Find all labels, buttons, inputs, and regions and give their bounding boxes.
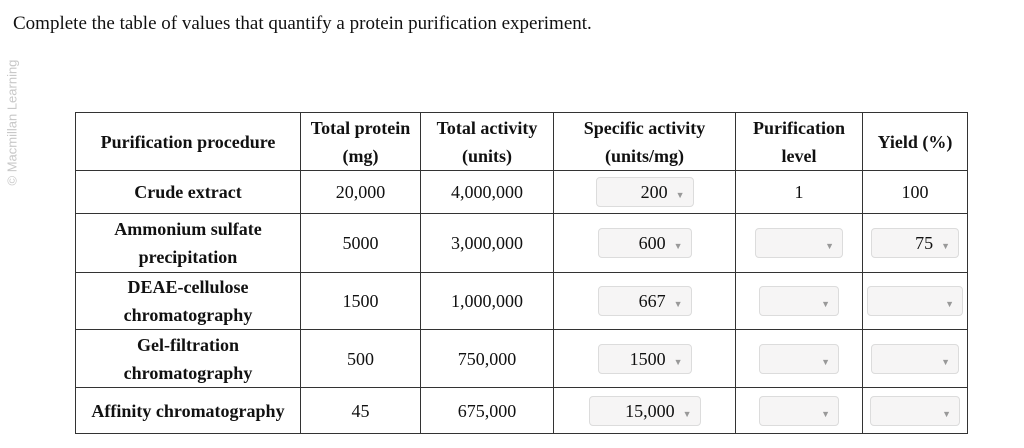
caret-down-icon: ▼ bbox=[941, 241, 950, 252]
table-row: Affinity chromatography 45 675,000 15,00… bbox=[75, 387, 968, 434]
header-row: Purification procedure Total protein (mg… bbox=[75, 112, 968, 171]
caret-down-icon: ▼ bbox=[941, 356, 950, 367]
header-total-protein: Total protein (mg) bbox=[300, 112, 421, 171]
yield-dropdown[interactable]: ▼ bbox=[870, 395, 960, 426]
header-total-activity: Total activity (units) bbox=[420, 112, 554, 171]
protein-cell: 45 bbox=[300, 387, 421, 434]
activity-cell: 675,000 bbox=[420, 387, 554, 434]
header-purification-level: Purification level bbox=[735, 112, 863, 171]
purification-level-dropdown[interactable]: ▼ bbox=[759, 343, 839, 374]
level-cell: 1 bbox=[735, 170, 863, 214]
question-prompt: Complete the table of values that quanti… bbox=[13, 13, 592, 34]
header-yield: Yield (%) bbox=[862, 112, 968, 171]
procedure-cell: Crude extract bbox=[75, 170, 301, 214]
specific-activity-dropdown[interactable]: 600 ▼ bbox=[597, 228, 692, 259]
procedure-cell: DEAE-cellulose chromatography bbox=[75, 272, 301, 330]
caret-down-icon: ▼ bbox=[673, 241, 683, 252]
purification-level-dropdown[interactable]: ▼ bbox=[759, 395, 839, 426]
protein-cell: 20,000 bbox=[300, 170, 421, 214]
caret-down-icon: ▼ bbox=[673, 356, 683, 367]
procedure-cell: Gel-filtration chromatography bbox=[75, 329, 301, 388]
yield-dropdown[interactable]: 75 ▼ bbox=[871, 228, 959, 259]
activity-cell: 4,000,000 bbox=[420, 170, 554, 214]
caret-down-icon: ▼ bbox=[945, 299, 954, 310]
table-row: DEAE-cellulose chromatography 1500 1,000… bbox=[75, 272, 968, 330]
caret-down-icon: ▼ bbox=[821, 299, 830, 310]
caret-down-icon: ▼ bbox=[942, 408, 951, 419]
activity-cell: 1,000,000 bbox=[420, 272, 554, 330]
specific-activity-dropdown[interactable]: 15,000 ▼ bbox=[588, 395, 701, 426]
caret-down-icon: ▼ bbox=[682, 408, 692, 419]
caret-down-icon: ▼ bbox=[825, 241, 834, 252]
protein-cell: 5000 bbox=[300, 213, 421, 273]
caret-down-icon: ▼ bbox=[673, 299, 683, 310]
header-specific-activity: Specific activity (units/mg) bbox=[553, 112, 736, 171]
caret-down-icon: ▼ bbox=[821, 356, 830, 367]
header-procedure: Purification procedure bbox=[75, 112, 301, 171]
activity-cell: 750,000 bbox=[420, 329, 554, 388]
procedure-cell: Affinity chromatography bbox=[75, 387, 301, 434]
purification-table: Purification procedure Total protein (mg… bbox=[75, 112, 968, 434]
table-row: Crude extract 20,000 4,000,000 200 ▼ 1 10… bbox=[75, 170, 968, 214]
caret-down-icon: ▼ bbox=[675, 190, 685, 201]
purification-level-dropdown[interactable]: ▼ bbox=[759, 286, 839, 317]
yield-dropdown[interactable]: ▼ bbox=[871, 343, 959, 374]
table-row: Gel-filtration chromatography 500 750,00… bbox=[75, 329, 968, 388]
protein-cell: 500 bbox=[300, 329, 421, 388]
specific-activity-dropdown[interactable]: 667 ▼ bbox=[597, 286, 692, 317]
protein-cell: 1500 bbox=[300, 272, 421, 330]
table-row: Ammonium sulfate precipitation 5000 3,00… bbox=[75, 213, 968, 273]
yield-dropdown[interactable]: ▼ bbox=[867, 286, 963, 317]
purification-level-dropdown[interactable]: ▼ bbox=[755, 228, 843, 259]
caret-down-icon: ▼ bbox=[821, 408, 830, 419]
yield-cell: 100 bbox=[862, 170, 968, 214]
specific-activity-dropdown[interactable]: 200 ▼ bbox=[595, 177, 694, 208]
activity-cell: 3,000,000 bbox=[420, 213, 554, 273]
procedure-cell: Ammonium sulfate precipitation bbox=[75, 213, 301, 273]
specific-activity-dropdown[interactable]: 1500 ▼ bbox=[597, 343, 692, 374]
